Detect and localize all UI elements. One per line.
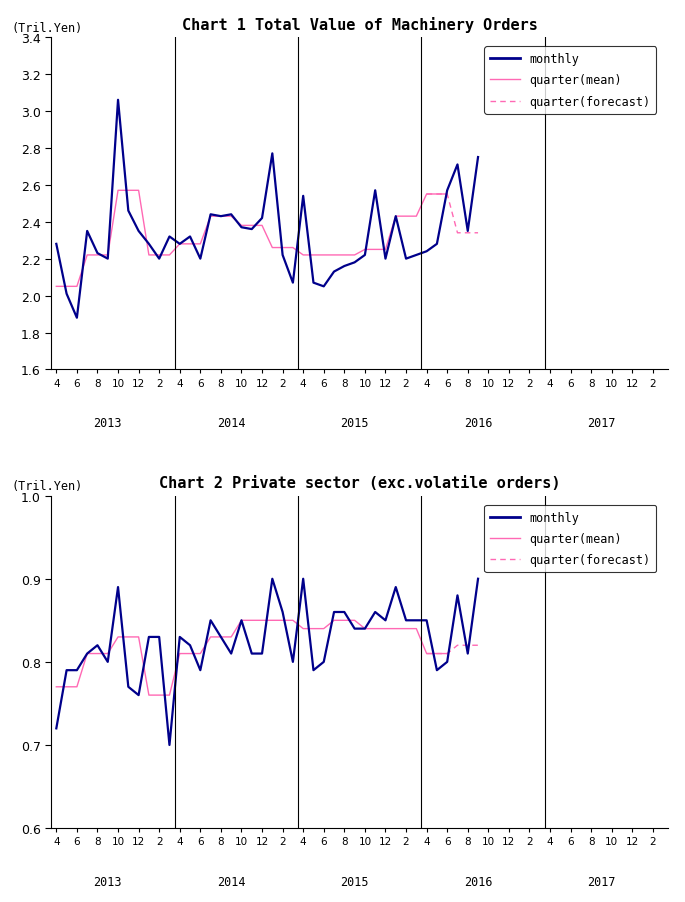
Title: Chart 1 Total Value of Machinery Orders: Chart 1 Total Value of Machinery Orders — [182, 16, 538, 32]
Legend: monthly, quarter(mean), quarter(forecast): monthly, quarter(mean), quarter(forecast… — [484, 505, 656, 573]
Text: 2017: 2017 — [587, 875, 616, 888]
Legend: monthly, quarter(mean), quarter(forecast): monthly, quarter(mean), quarter(forecast… — [484, 47, 656, 115]
Text: (Tril.Yen): (Tril.Yen) — [11, 22, 82, 34]
Title: Chart 2 Private sector (exc.volatile orders): Chart 2 Private sector (exc.volatile ord… — [159, 475, 560, 491]
Text: 2017: 2017 — [587, 417, 616, 429]
Text: 2015: 2015 — [340, 417, 369, 429]
Text: 2016: 2016 — [464, 875, 493, 888]
Text: 2016: 2016 — [464, 417, 493, 429]
Text: 2013: 2013 — [93, 417, 122, 429]
Text: 2013: 2013 — [93, 875, 122, 888]
Text: 2015: 2015 — [340, 875, 369, 888]
Text: 2014: 2014 — [217, 417, 245, 429]
Text: 2014: 2014 — [217, 875, 245, 888]
Text: (Tril.Yen): (Tril.Yen) — [11, 480, 82, 492]
